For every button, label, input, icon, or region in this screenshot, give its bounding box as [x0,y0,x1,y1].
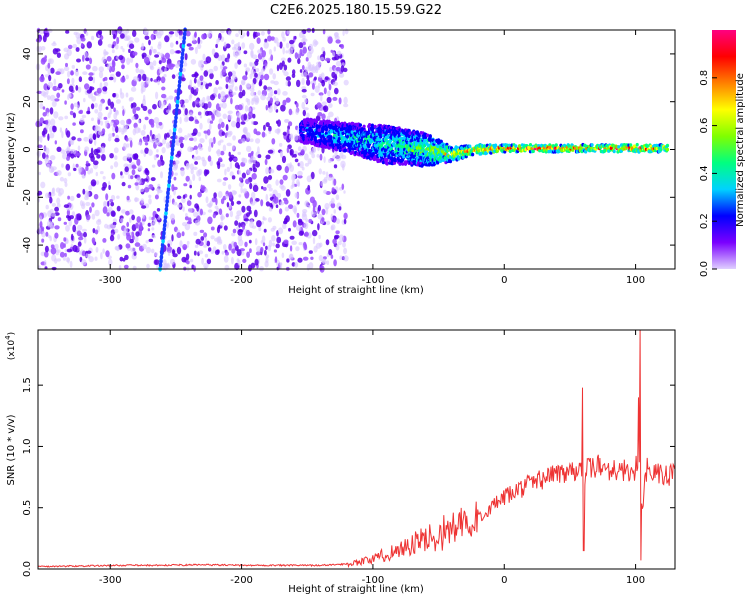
colorbar-tick-label: 0.8 [699,70,710,86]
spectrogram-diagonal-track [158,27,187,272]
colorbar-tick-label: 0.0 [699,261,710,277]
y-tick-label: 1.0 [22,438,33,454]
spectrogram-signal-band [299,117,670,168]
y-tick-label: -20 [22,189,33,205]
y-tick-label: 0 [22,146,33,152]
snr-x-label: Height of straight line (km) [288,584,424,595]
y-tick-label: 0.5 [22,500,33,516]
y-tick-label: -40 [22,237,33,253]
x-tick-label: 0 [501,275,507,286]
spectrogram-y-axis: -40 -20 0 20 40 [22,48,675,253]
x-tick-label: 0 [501,575,507,586]
snr-y-label: SNR (10 * v/v) [6,414,17,485]
x-tick-label: -300 [99,575,122,586]
y-tick-label: 20 [22,95,33,108]
snr-multiplier: (x104) [4,332,17,360]
snr-multiplier-exp: 4 [4,335,12,340]
x-tick-label: -100 [362,275,385,286]
x-tick-label: -300 [99,275,122,286]
snr-panel: -300 -200 -100 0 100 0.0 0.5 1.0 1.5 Height of … [4,329,676,595]
y-tick-label: 0.0 [22,561,33,577]
figure-title: C2E6.2025.180.15.59.G22 [270,3,442,18]
x-tick-label: -200 [230,275,253,286]
x-tick-label: -200 [230,575,253,586]
colorbar-tick-label: 0.4 [699,165,710,181]
snr-x-axis: -300 -200 -100 0 100 [99,330,645,586]
colorbar-axis: 0.0 0.2 0.4 0.6 0.8 [699,70,717,277]
x-tick-label: -100 [362,575,385,586]
colorbar-gradient [712,30,736,269]
spectrogram-x-axis: -300 -200 -100 0 100 [99,30,645,286]
spectrogram-x-label: Height of straight line (km) [288,285,424,296]
snr-multiplier-close: ) [7,332,17,336]
y-tick-label: 40 [22,48,33,61]
y-tick-label: 1.5 [22,377,33,393]
spectrogram-y-label: Frequency (Hz) [6,112,17,188]
x-tick-label: 100 [626,575,645,586]
snr-y-axis: 0.0 0.5 1.0 1.5 [22,377,675,577]
snr-series-line [37,329,676,569]
snr-multiplier-base: (x10 [7,340,17,361]
svg-text:(x104): (x104) [4,332,17,360]
x-tick-label: 100 [626,275,645,286]
snr-frame [37,329,676,570]
colorbar-tick-label: 0.6 [699,118,710,134]
colorbar-label: Normalized spectral amplitude [735,73,746,227]
colorbar: 0.0 0.2 0.4 0.6 0.8 Normalized spectral ampl… [699,30,746,277]
colorbar-tick-label: 0.2 [699,213,710,229]
snr-plot-area [38,330,675,569]
